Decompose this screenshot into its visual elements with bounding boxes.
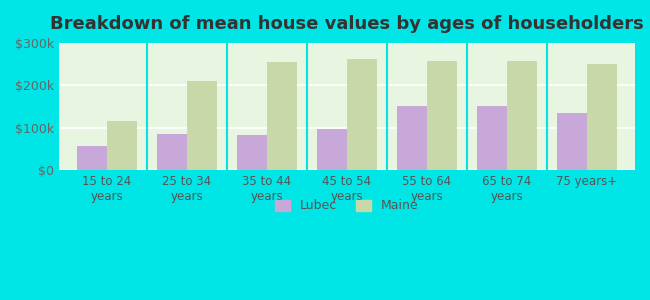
Bar (157, 134, 187, 170)
Bar (556, 113, 587, 170)
Bar (107, 122, 137, 170)
Bar (587, 64, 618, 170)
Bar (187, 81, 217, 170)
Bar (396, 106, 427, 170)
Bar (507, 61, 538, 170)
Title: Breakdown of mean house values by ages of householders: Breakdown of mean house values by ages o… (50, 15, 644, 33)
Legend: Lubec, Maine: Lubec, Maine (270, 194, 424, 218)
Bar (427, 61, 458, 170)
Bar (317, 129, 347, 170)
Bar (347, 58, 378, 170)
Bar (77, 146, 107, 170)
Bar (237, 135, 267, 170)
Bar (476, 106, 507, 170)
Bar (267, 62, 298, 170)
